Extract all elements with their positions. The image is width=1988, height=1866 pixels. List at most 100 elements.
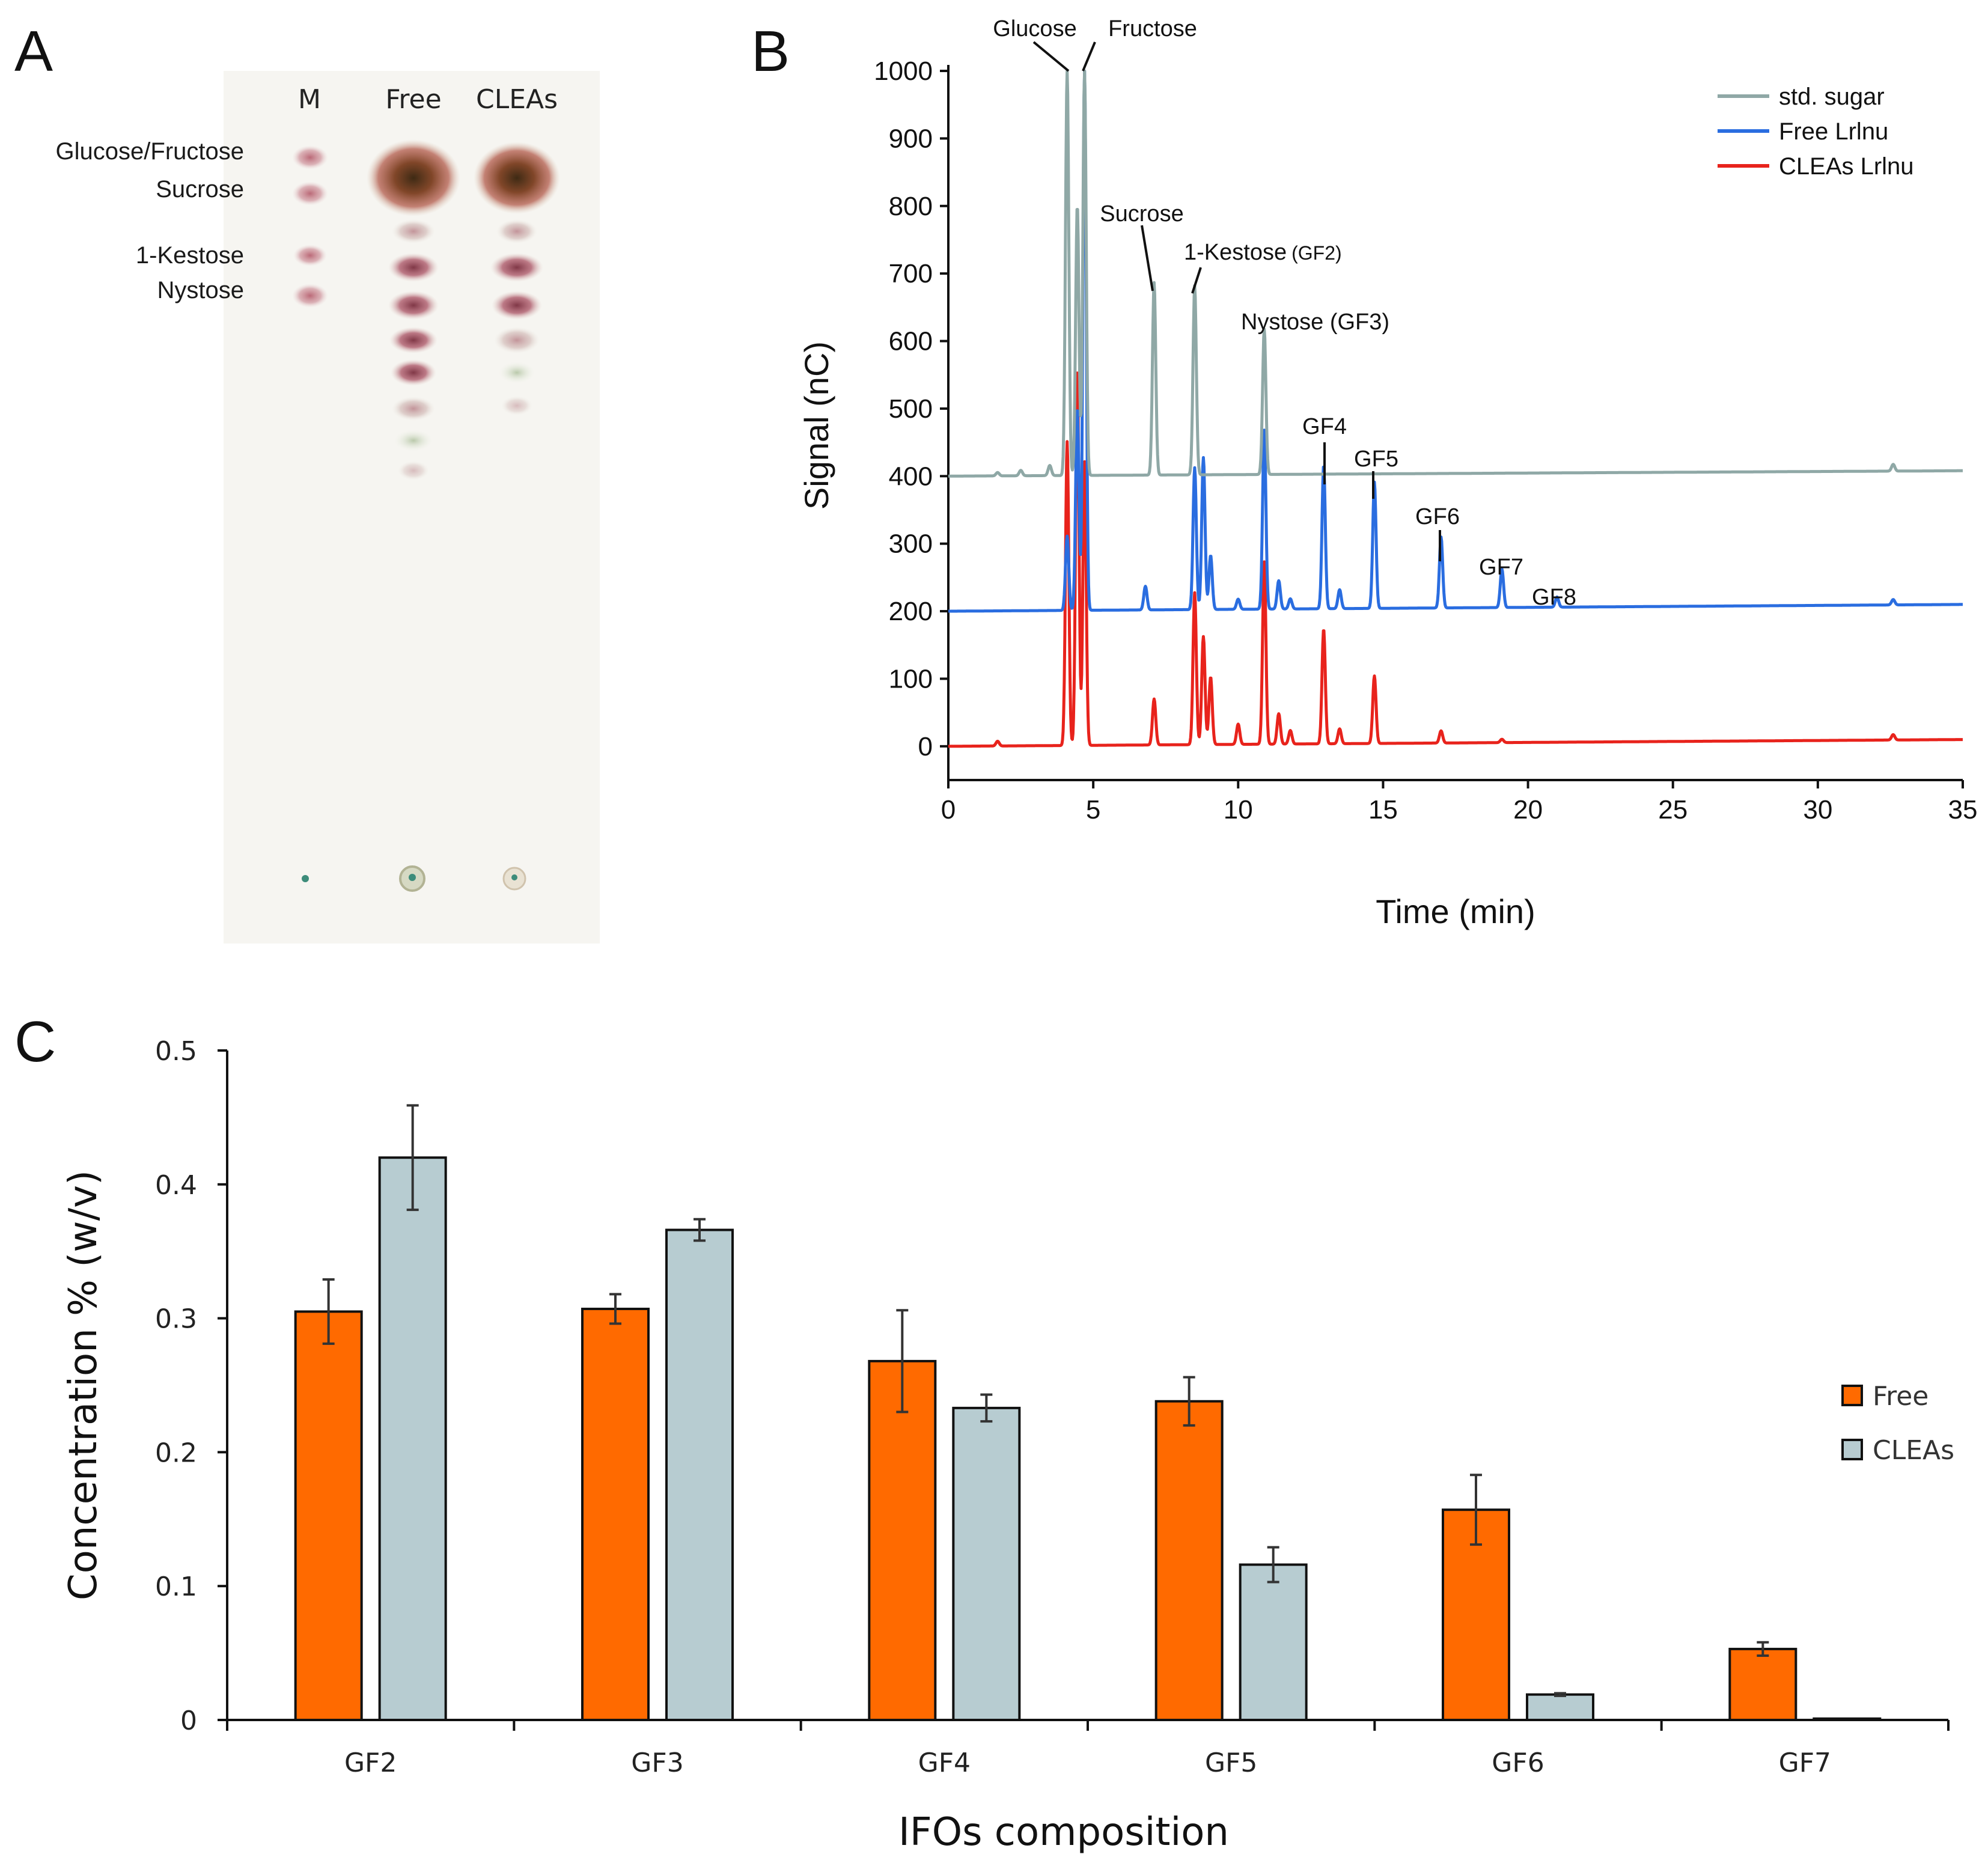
- tlc-origin-dot: [511, 874, 517, 880]
- x-tick-label: GF3: [631, 1748, 683, 1778]
- tlc-label-nystose: Nystose: [157, 277, 245, 303]
- annotation-leader-glucose: [1032, 41, 1070, 72]
- x-tick-label: 0: [941, 795, 956, 825]
- tlc-lane-m: [292, 145, 328, 882]
- tlc-spot: [391, 359, 436, 386]
- x-axis-title: Time (min): [1376, 892, 1535, 930]
- tlc-spot: [388, 253, 439, 282]
- x-tick-label: 20: [1513, 795, 1543, 825]
- bar-free-gf4: [868, 1359, 937, 1721]
- tlc-origin: [302, 875, 309, 882]
- bar-cleas-gf7: [1813, 1717, 1882, 1721]
- tlc-lane-free-label: Free: [385, 84, 441, 115]
- panel-c-letter: C: [14, 1010, 56, 1074]
- y-tick-label: 200: [889, 597, 933, 626]
- bar-cleas-gf4: [952, 1406, 1021, 1721]
- tlc-spot: [367, 139, 460, 216]
- panel-b: B 0 100 200 300 400 500 600 700 800 900 1000 0 5 10 15…: [751, 16, 1977, 930]
- y-tick-label: 0.3: [155, 1304, 197, 1335]
- bar-chart-legend: Free CLEAs: [1841, 1381, 1954, 1466]
- tlc-lane-cleas-label: CLEAs: [476, 84, 558, 115]
- legend-swatch-cleas: [1841, 1439, 1863, 1460]
- annotation-leader-fructose: [1082, 41, 1096, 72]
- y-tick-label: 0.4: [155, 1170, 197, 1201]
- y-tick-label: 700: [889, 259, 933, 288]
- legend-swatch-free: [1841, 1385, 1863, 1406]
- tlc-spot: [474, 142, 560, 214]
- tlc-spot: [394, 430, 433, 451]
- panel-b-letter: B: [751, 19, 790, 84]
- bar-chart-axes: 0 0.1 0.2 0.3 0.4 0.5 GF2 GF3 GF4 GF5 GF6 GF7 IFOs c…: [61, 1036, 1950, 1855]
- y-tick-label: 0.5: [155, 1036, 197, 1067]
- tlc-spot: [392, 397, 435, 421]
- y-tick-label: 0: [918, 732, 933, 761]
- y-axis-title: Signal (nC): [797, 341, 835, 510]
- bar-chart-bars: [294, 1104, 1882, 1722]
- tlc-spot: [292, 284, 328, 308]
- y-tick-label: 800: [889, 192, 933, 221]
- x-tick-label: GF7: [1779, 1748, 1831, 1778]
- annotation-sucrose: Sucrose: [1100, 201, 1183, 227]
- chromatogram-axes: 0 100 200 300 400 500 600 700 800 900 1000 0 5 10 15 20…: [797, 56, 1977, 930]
- tlc-spot: [490, 253, 543, 282]
- y-tick-label: 400: [889, 462, 933, 491]
- x-tick-label: 10: [1224, 795, 1253, 825]
- tlc-lane-m-label: M: [298, 84, 321, 115]
- y-tick-label: 0: [180, 1706, 197, 1736]
- tlc-plate: [224, 71, 600, 944]
- annotation-fructose: Fructose: [1108, 16, 1197, 41]
- x-tick-label: 5: [1086, 795, 1100, 825]
- legend-label-1: Free Lrlnu: [1779, 118, 1888, 145]
- tlc-spot: [496, 219, 537, 243]
- chromatogram-legend: std. sugar Free Lrlnu CLEAs Lrlnu: [1718, 84, 1914, 180]
- x-tick-label: GF4: [918, 1748, 971, 1778]
- x-tick-label: GF5: [1205, 1748, 1257, 1778]
- annotation-gf8: GF8: [1532, 585, 1576, 610]
- x-tick-label: GF2: [344, 1748, 397, 1778]
- x-tick-label: 15: [1368, 795, 1398, 825]
- tlc-label-glucose-fructose: Glucose/Fructose: [56, 138, 244, 165]
- annotation-gf4: GF4: [1302, 414, 1347, 439]
- annotation-gf6: GF6: [1415, 504, 1460, 529]
- chromatogram-annotations: Glucose Fructose Sucrose 1-Kestose (GF2) …: [993, 16, 1576, 610]
- trace-cleas-lrlnu: [947, 371, 1964, 748]
- legend-label-free: Free: [1873, 1381, 1929, 1412]
- bar-cleas-gf5: [1239, 1563, 1308, 1721]
- panel-a: A M Free CLEAs Glucose/Fructose Sucrose …: [14, 19, 600, 944]
- tlc-spot: [494, 327, 540, 353]
- tlc-spot: [499, 362, 535, 383]
- annotation-gf5: GF5: [1354, 447, 1398, 472]
- legend-label-cleas: CLEAs: [1873, 1435, 1954, 1466]
- tlc-spot: [388, 291, 439, 320]
- annotation-nystose: Nystose (GF3): [1241, 309, 1389, 335]
- bar-cleas-gf6: [1526, 1693, 1594, 1721]
- y-tick-label: 600: [889, 327, 933, 356]
- annotation-leader-kestose: [1191, 267, 1202, 294]
- y-tick-label: 100: [889, 664, 933, 694]
- x-tick-label: 25: [1658, 795, 1688, 825]
- annotation-glucose: Glucose: [993, 16, 1076, 41]
- legend-label-2: CLEAs Lrlnu: [1779, 153, 1914, 180]
- tlc-spot: [293, 245, 327, 266]
- tlc-origin-dot: [409, 874, 416, 881]
- trace-free-lrlnu: [947, 69, 1964, 613]
- tlc-lane-cleas: [474, 142, 560, 891]
- bar-cleas-gf2: [378, 1156, 447, 1721]
- tlc-label-sucrose: Sucrose: [156, 176, 244, 203]
- y-tick-label: 0.1: [155, 1572, 197, 1602]
- tlc-spot: [292, 181, 328, 206]
- tlc-spot: [492, 291, 542, 320]
- tlc-spot: [398, 461, 429, 480]
- x-tick-label: 30: [1803, 795, 1832, 825]
- tlc-label-1-kestose: 1-Kestose: [136, 242, 244, 269]
- bar-free-gf2: [294, 1310, 363, 1721]
- tlc-spot: [501, 396, 532, 415]
- tlc-lane-free: [367, 139, 460, 892]
- annotation-1-kestose: 1-Kestose (GF2): [1184, 240, 1342, 265]
- x-tick-label: GF6: [1492, 1748, 1544, 1778]
- y-axis-title: Concentration % (w/v): [61, 1170, 106, 1600]
- x-axis-title: IFOs composition: [898, 1810, 1229, 1855]
- annotation-leader-sucrose: [1141, 225, 1154, 291]
- x-tick-label: 35: [1948, 795, 1978, 825]
